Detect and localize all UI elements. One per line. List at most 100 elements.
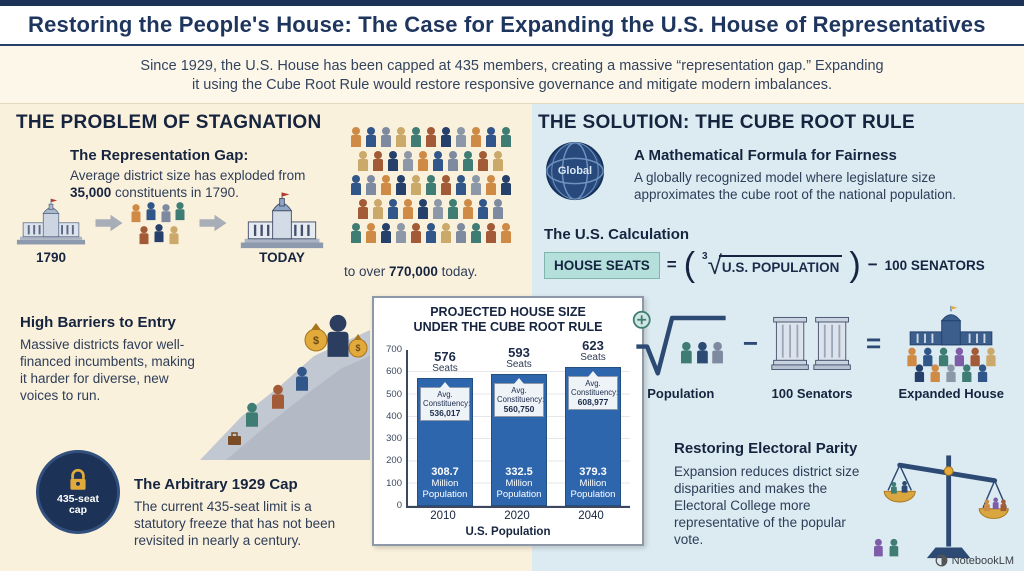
y-tick: 300 [386,433,402,445]
x-axis-labels: 2010 2020 2040 [406,510,628,522]
capitol-today-icon [240,192,324,249]
senators-label: 100 Senators [771,386,853,401]
calculation-title: The U.S. Calculation [544,226,690,243]
sqrt-population-icon [632,310,726,376]
x-axis-title: U.S. Population [465,526,551,538]
parity-title: Restoring Electoral Parity [674,440,858,457]
avg-value: 608,977 [577,397,609,407]
radical-sign: √ [707,250,722,280]
globe-icon: Global [544,140,606,202]
avg-value: 536,017 [429,408,461,418]
capitol-1790-icon [16,198,86,245]
y-tick: 400 [386,410,402,422]
avg-label: Avg. Constituency: [571,379,619,397]
x-tick-2040: 2040 [578,510,604,522]
y-axis-ticks: 700 600 500 400 300 200 100 0 [376,344,402,511]
population-unit: Million [579,478,607,489]
population-value: 308.7 [431,466,459,478]
crowd-caption-suffix: today. [437,264,478,279]
notebooklm-logo-icon [935,554,948,567]
brand-footer: NotebookLM [935,554,1014,567]
crowd-caption-prefix: to over [344,264,390,279]
avg-label: Avg. Constituency: [423,390,471,408]
seat-word: Seats [506,359,532,370]
rep-gap-text-suffix: constituents in 1790. [111,185,239,200]
crowd-caption-bold: 770,000 [389,264,438,279]
root-index: 3 [702,250,708,262]
minus-sign: − [867,255,878,274]
barriers-title: High Barriers to Entry [20,314,176,331]
cap-badge-label: 435-seat cap [56,493,100,516]
x-tick-2010: 2010 [430,510,456,522]
problem-heading: THE PROBLEM OF STAGNATION [16,112,322,133]
y-tick: 500 [386,388,402,400]
avg-label: Avg. Constituency: [497,386,545,404]
y-tick: 100 [386,477,402,489]
close-paren: ) [849,246,861,284]
population-word: Population [570,489,616,500]
svg-text:$: $ [313,335,319,347]
y-tick: 200 [386,455,402,467]
seat-word: Seats [432,363,458,374]
crowd-caption: to over 770,000 today. [344,263,524,280]
small-crowd-icon [131,202,185,245]
bar-rect: Avg. Constituency: 608,977 379.3 Million… [565,367,621,506]
expanded-house-label: Expanded House [898,386,1004,401]
bar-rect: Avg. Constituency: 536,017 308.7 Million… [417,378,473,506]
population-word: Population [496,489,542,500]
seat-count: 623 [582,338,604,353]
y-tick: 700 [386,344,402,355]
balance-scale-icon [874,455,1009,559]
chart-title-line-2: UNDER THE CUBE ROOT RULE [413,320,603,334]
population-unit: Million [505,478,533,489]
globe-svg [545,141,605,201]
rep-gap-text-bold: 35,000 [70,185,112,200]
population-unit: Million [431,478,459,489]
chart-title: PROJECTED HOUSE SIZE UNDER THE CUBE ROOT… [374,305,642,335]
top-accent-bar [0,0,1024,6]
population-term: Population [631,304,731,401]
population-value: 332.5 [505,466,533,478]
avg-value: 560,750 [503,404,535,414]
fairness-title: A Mathematical Formula for Fairness [634,147,897,164]
intro-line-1: Since 1929, the U.S. House has been capp… [140,58,884,74]
arrow-right-icon [199,214,227,232]
chart-title-line-1: PROJECTED HOUSE SIZE [430,305,586,319]
intro-summary: Since 1929, the U.S. House has been capp… [0,48,1024,104]
seat-count: 576 [434,349,456,364]
parity-text: Expansion reduces district size disparit… [674,464,860,547]
pillars-icon [771,316,851,370]
avg-constituency-callout: Avg. Constituency: 560,750 [494,378,545,417]
barriers-text: Massive districts favor well-financed in… [20,337,195,403]
arrow-right-icon [95,214,123,232]
open-paren: ( [683,246,696,284]
seat-word: Seats [580,352,606,363]
avg-constituency-callout: Avg. Constituency: 608,977 [568,371,619,410]
brand-name: NotebookLM [951,554,1014,567]
expanded-house-icon [907,305,996,382]
house-seats-box: HOUSE SEATS [544,251,660,279]
header: Restoring the People's House: The Case f… [0,6,1024,46]
equation-icons-row: Population − [620,304,1020,401]
rep-gap-title: The Representation Gap: [70,147,249,164]
seat-count: 593 [508,345,530,360]
page-title: Restoring the People's House: The Case f… [28,12,986,37]
population-label: 379.3 Million Population [570,467,616,501]
bar-2040: 623 Seats Avg. Constituency: 608,977 379… [563,339,623,506]
expanded-house-term: Expanded House [893,304,1009,401]
seat-label-2010: 576 Seats [432,349,458,375]
cap-badge: 435-seat cap [36,450,120,534]
label-today: TODAY [259,250,305,265]
intro-line-2: it using the Cube Root Rule would restor… [192,77,832,93]
bar-2020: 593 Seats Avg. Constituency: 560,750 332… [489,345,549,506]
cube-root-expression: 3 √ U.S. POPULATION [702,250,843,280]
big-crowd-icon [351,127,511,243]
seat-label-2020: 593 Seats [506,345,532,371]
avg-constituency-callout: Avg. Constituency: 536,017 [420,382,471,421]
globe-label: Global [557,165,593,177]
icon-equals-sign: = [866,328,882,358]
y-tick: 600 [386,366,402,378]
population-label: 308.7 Million Population [423,466,468,501]
rep-gap-text: Average district size has exploded from … [70,167,312,201]
climbing-hill-illustration: $ $ [200,314,370,460]
